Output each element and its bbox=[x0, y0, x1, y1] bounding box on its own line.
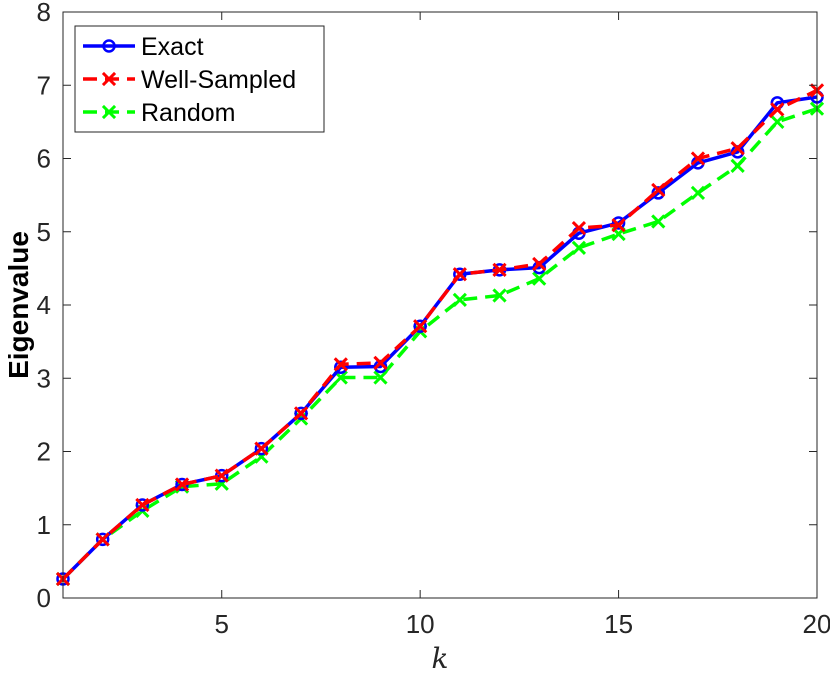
data-point bbox=[492, 262, 507, 277]
y-tick-label: 4 bbox=[37, 290, 51, 320]
data-point bbox=[174, 477, 190, 492]
data-point bbox=[730, 158, 745, 173]
data-point bbox=[532, 271, 547, 286]
data-point bbox=[373, 355, 388, 370]
data-point bbox=[135, 498, 150, 512]
y-tick-label: 0 bbox=[37, 583, 51, 613]
y-tick-label: 6 bbox=[37, 144, 51, 174]
data-point bbox=[214, 468, 229, 483]
y-tick-label: 5 bbox=[37, 217, 51, 247]
data-point bbox=[611, 218, 626, 233]
series-layer bbox=[55, 83, 825, 587]
legend-entry: Well-Sampled bbox=[83, 66, 296, 94]
data-point bbox=[293, 406, 309, 421]
y-tick-label: 3 bbox=[37, 363, 51, 393]
data-point bbox=[95, 532, 110, 547]
legend-entry: Exact bbox=[83, 33, 204, 61]
data-point bbox=[333, 370, 348, 385]
data-point bbox=[453, 267, 467, 281]
data-point bbox=[333, 357, 348, 372]
legend-marker bbox=[102, 39, 116, 53]
data-point bbox=[413, 319, 427, 333]
legend-label: Random bbox=[141, 99, 236, 127]
data-point bbox=[334, 360, 348, 375]
legend-marker bbox=[101, 71, 117, 87]
x-tick-label: 20 bbox=[803, 609, 830, 639]
data-point bbox=[452, 292, 467, 307]
x-tick-label: 15 bbox=[604, 609, 633, 639]
data-point bbox=[95, 532, 110, 547]
y-tick-label: 8 bbox=[37, 0, 51, 27]
data-point bbox=[651, 182, 666, 198]
data-point bbox=[294, 406, 308, 421]
legend-label: Exact bbox=[141, 33, 204, 61]
data-point bbox=[492, 288, 507, 303]
data-point bbox=[254, 441, 269, 456]
legend-entry: Random bbox=[83, 99, 236, 127]
data-point bbox=[532, 256, 547, 272]
x-tick-label: 5 bbox=[215, 609, 229, 639]
data-point bbox=[571, 240, 587, 255]
legend-marker bbox=[101, 104, 117, 120]
data-point bbox=[651, 214, 666, 229]
x-axis-label: k bbox=[432, 642, 449, 673]
data-point bbox=[611, 226, 626, 242]
data-point bbox=[730, 141, 745, 156]
legend: Exact Well-Sampled Random bbox=[74, 25, 325, 133]
y-tick-label: 7 bbox=[37, 70, 51, 100]
y-axis-label: Eigenvalue bbox=[3, 231, 34, 379]
series-line bbox=[61, 88, 818, 581]
data-point bbox=[254, 441, 269, 456]
y-tick-label: 2 bbox=[37, 437, 51, 467]
data-point bbox=[770, 102, 785, 117]
data-point bbox=[690, 185, 706, 201]
data-point bbox=[135, 497, 150, 513]
data-point bbox=[611, 216, 626, 230]
data-point bbox=[770, 114, 785, 129]
tick-layer: 5 10 15 20 0 1 2 3 4 5 6 7 8 bbox=[37, 0, 830, 639]
data-point bbox=[571, 220, 587, 236]
legend-label: Well-Sampled bbox=[141, 66, 296, 94]
data-point bbox=[373, 370, 388, 385]
y-tick-label: 1 bbox=[37, 510, 51, 540]
series-well-sampled bbox=[55, 83, 825, 587]
data-point bbox=[690, 151, 706, 166]
x-tick-label: 10 bbox=[406, 609, 435, 639]
data-point bbox=[413, 319, 428, 334]
data-point bbox=[452, 267, 467, 282]
